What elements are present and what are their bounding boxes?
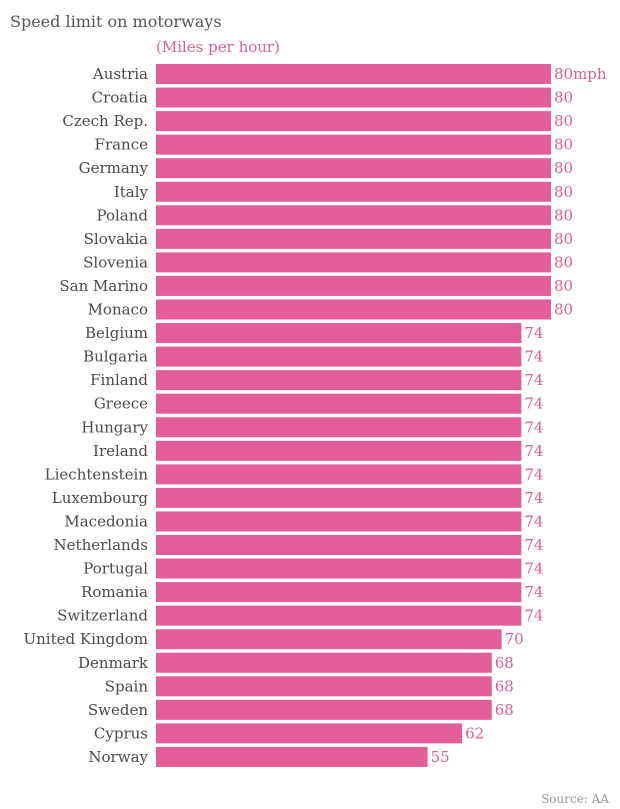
category-label: France [95,136,149,154]
value-label: 62 [465,724,484,742]
value-label: 80 [554,136,573,154]
category-label: Belgium [85,324,148,342]
value-label: 68 [495,677,514,695]
bar-portugal [156,558,522,579]
chart-title: Speed limit on motorways [10,12,222,31]
value-label: 80 [554,89,573,107]
value-label: 80 [554,206,573,224]
bar-netherlands [156,535,522,555]
value-label: 80 [554,301,573,319]
bar-sweden [156,699,492,720]
value-label: 74 [524,395,543,413]
category-label: Spain [105,677,149,695]
bars-group: Austria 80mph Croatia 80 Czech Rep. 80 France 8… [24,64,607,767]
bar-ireland [156,440,522,461]
category-label: San Marino [59,277,148,295]
category-label: Germany [79,159,149,177]
bar-greece [156,393,522,414]
bar-hungary [156,417,522,438]
value-label: 80 [554,183,573,201]
chart-subtitle: (Miles per hour) [156,38,280,56]
value-label: 68 [495,654,514,672]
value-label: 74 [524,324,543,342]
category-label: Croatia [92,89,148,107]
bar-cyprus [156,723,463,744]
category-label: Slovakia [84,230,148,248]
category-label: Switzerland [57,607,148,625]
category-label: Hungary [81,418,148,436]
category-label: Portugal [83,560,148,578]
category-label: Bulgaria [83,348,148,366]
value-label: 74 [524,371,543,389]
value-label: 74 [524,512,543,530]
value-label: 80mph [554,65,607,83]
value-label: 80 [554,230,573,248]
category-label: Sweden [88,701,148,719]
bar-france [156,134,551,155]
value-label: 80 [554,112,573,130]
value-label: 74 [524,418,543,436]
value-label: 68 [495,701,514,719]
category-label: Cyprus [94,724,148,742]
category-label: Macedonia [64,512,148,530]
category-label: Norway [88,748,148,766]
bar-denmark [156,652,492,673]
bar-united-kingdom [156,629,502,650]
bar-bulgaria [156,346,522,367]
category-label: Ireland [93,442,148,460]
bar-croatia [156,87,551,108]
bar-finland [156,370,522,391]
category-label: Finland [90,371,148,389]
bar-switzerland [156,605,522,626]
bar-liechtenstein [156,464,522,485]
category-label: Luxembourg [52,489,149,507]
value-label: 74 [524,560,543,578]
value-label: 74 [524,536,543,554]
bar-slovakia [156,228,551,249]
chart-source: Source: AA [541,792,609,806]
value-label: 55 [431,748,450,766]
value-label: 74 [524,607,543,625]
value-label: 74 [524,348,543,366]
bar-san-marino [156,275,551,296]
value-label: 80 [554,277,573,295]
category-label: Romania [81,583,148,601]
bar-czech-rep- [156,111,551,132]
bar-slovenia [156,252,551,273]
category-label: Monaco [88,301,148,319]
bar-italy [156,181,551,202]
bar-macedonia [156,511,522,532]
value-label: 74 [524,489,543,507]
category-label: Czech Rep. [62,112,148,130]
bar-austria [156,64,551,84]
category-label: Greece [94,395,148,413]
category-label: Denmark [78,654,149,672]
value-label: 74 [524,442,543,460]
category-label: Liechtenstein [45,465,149,483]
value-label: 74 [524,583,543,601]
value-label: 80 [554,159,573,177]
bar-belgium [156,323,522,344]
category-label: Italy [114,183,149,201]
category-label: Netherlands [54,536,148,554]
value-label: 70 [505,630,524,648]
bar-monaco [156,299,551,320]
bar-luxembourg [156,487,522,508]
value-label: 74 [524,465,543,483]
category-label: Austria [92,65,148,83]
value-label: 80 [554,253,573,271]
bar-spain [156,676,492,697]
category-label: Slovenia [83,253,148,271]
bar-norway [156,746,428,767]
bar-romania [156,582,522,603]
category-label: Poland [96,206,148,224]
bar-poland [156,205,551,226]
category-label: United Kingdom [24,630,149,648]
bar-germany [156,158,551,179]
